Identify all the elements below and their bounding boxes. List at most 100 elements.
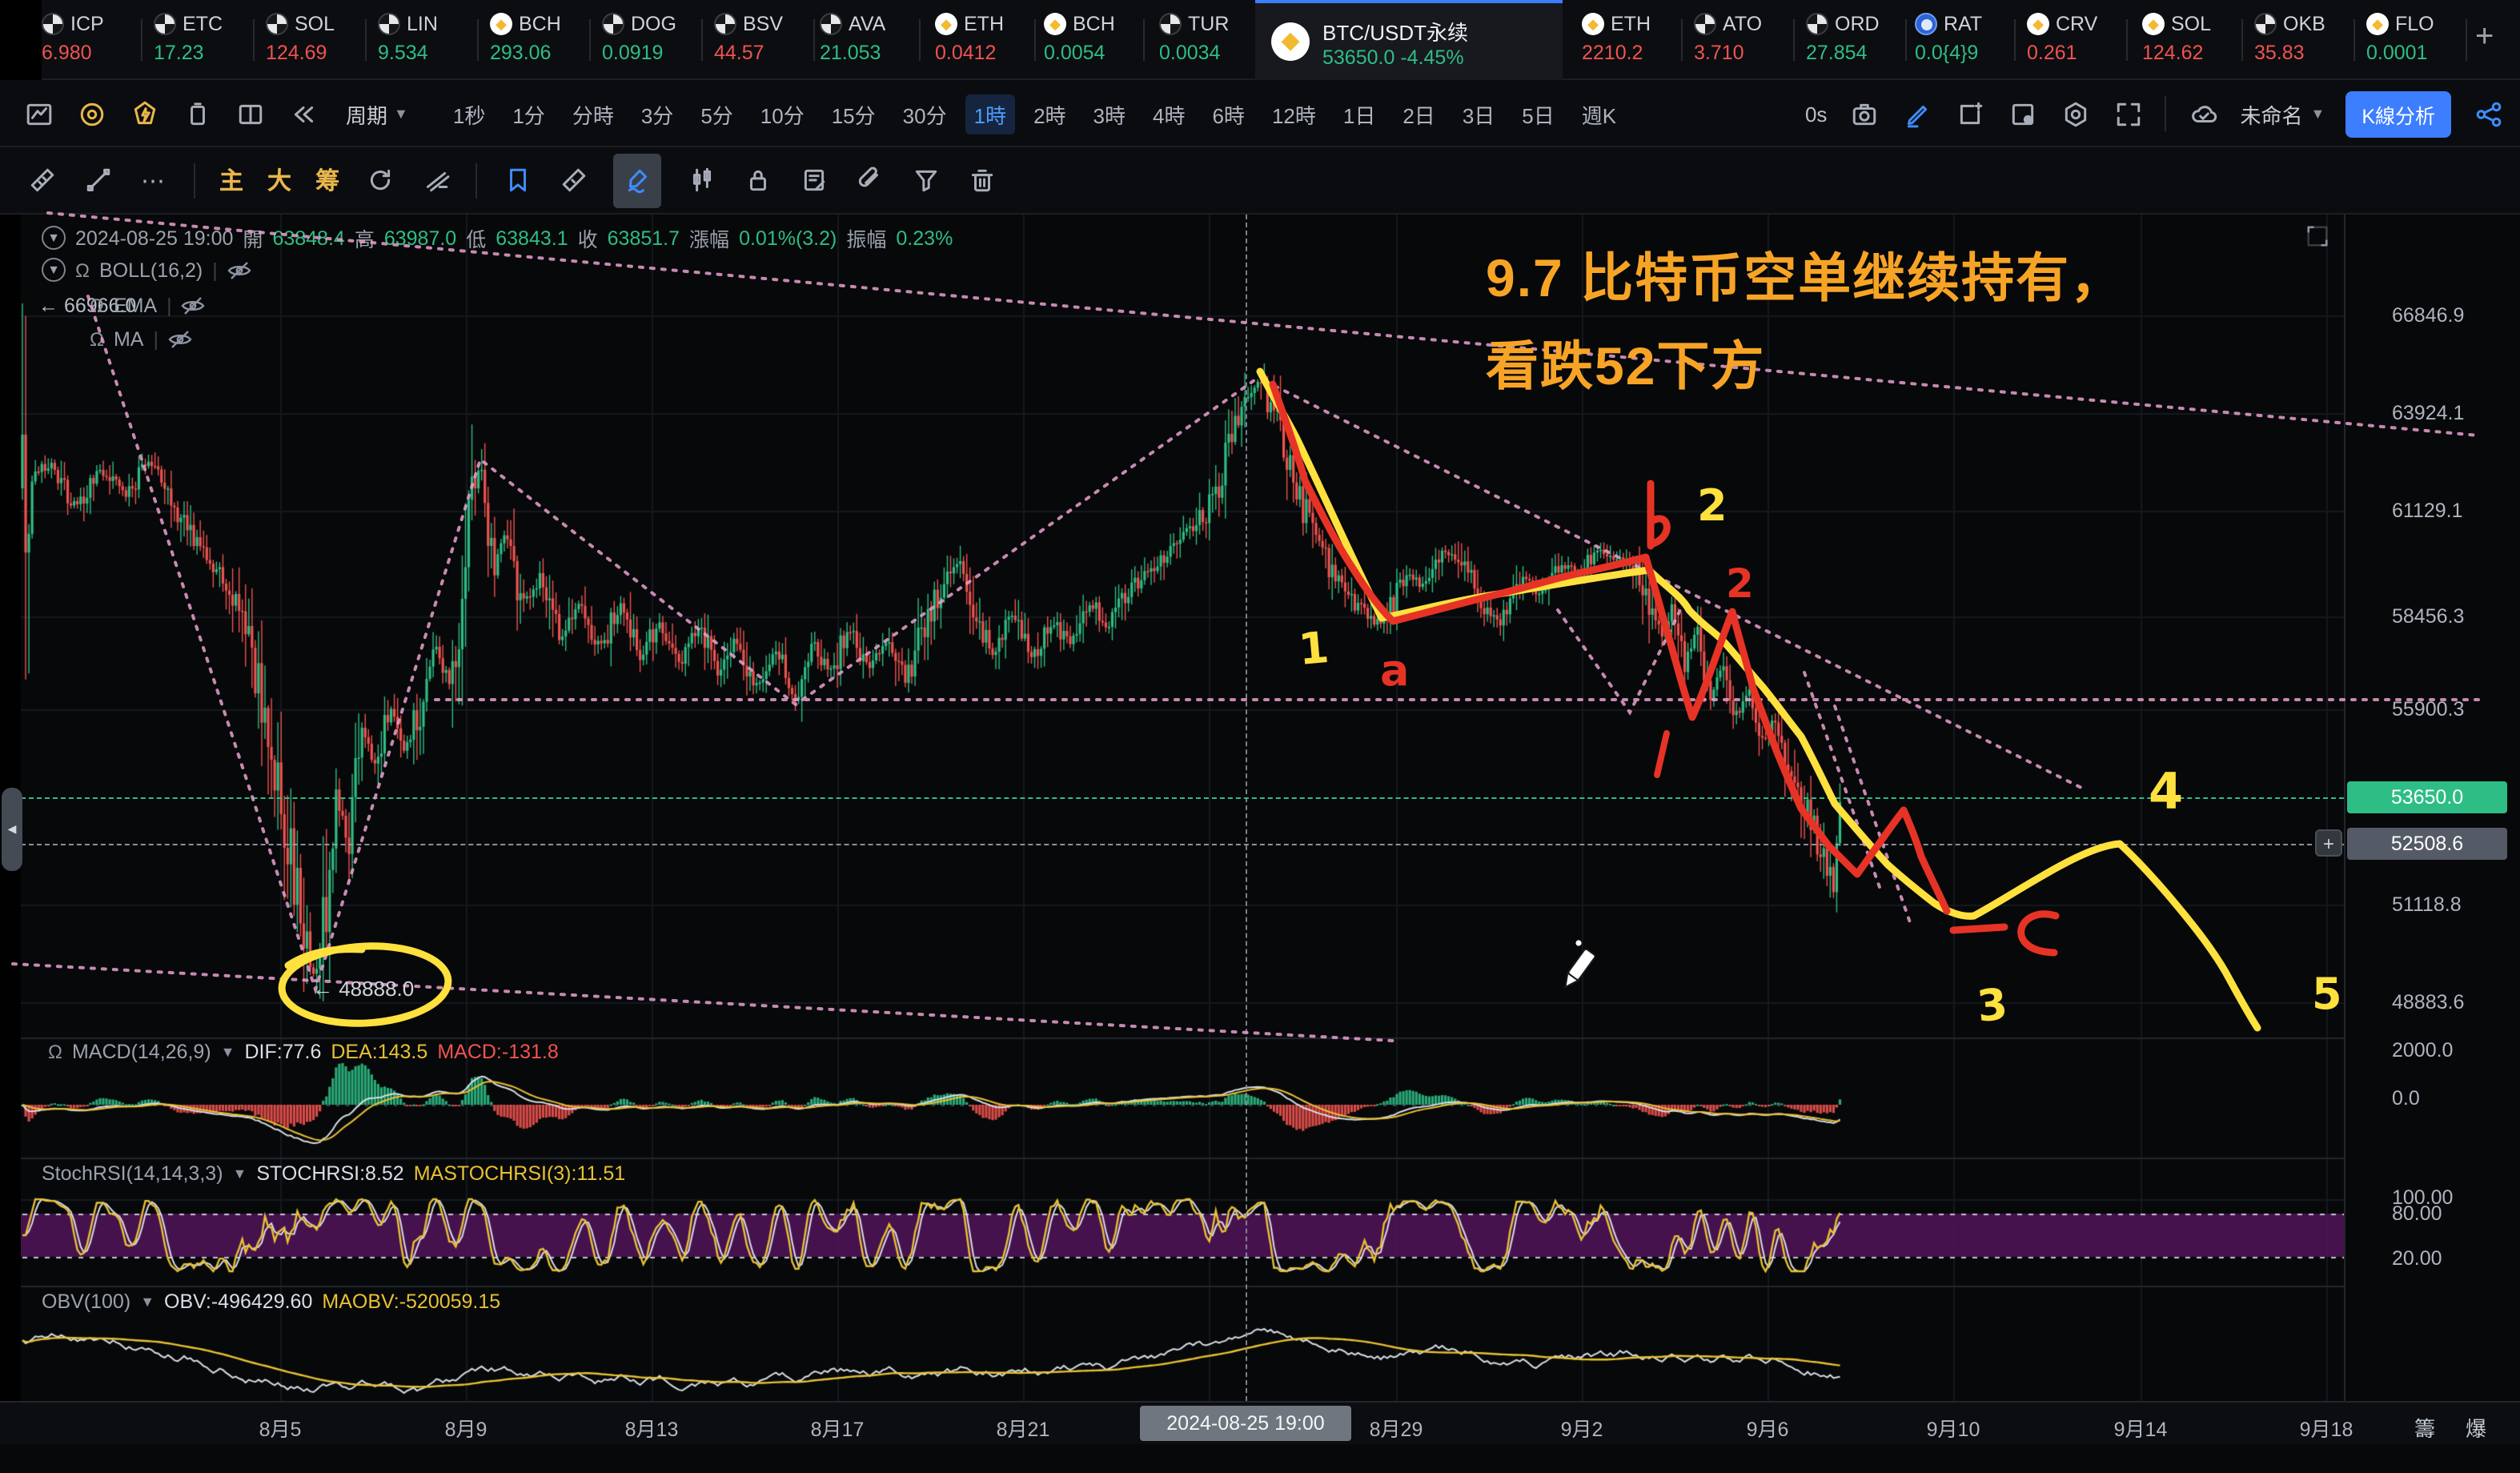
candle-pattern-icon[interactable] (685, 164, 717, 196)
large-glyph-button[interactable]: 大 (267, 168, 292, 195)
ticker-item-icp[interactable]: ICP 6.980 (42, 10, 147, 64)
share-icon[interactable] (2472, 98, 2504, 130)
trash-icon[interactable] (965, 164, 997, 196)
chart-style-icon[interactable] (22, 98, 54, 130)
ticker-item-sol[interactable]: SOL 124.62 (2142, 10, 2248, 64)
more-tools-icon[interactable]: ⋯ (141, 167, 167, 195)
ticker-item-dog[interactable]: DOG 0.0919 (602, 10, 708, 64)
timeframe-5分[interactable]: 5分 (700, 103, 733, 127)
alert-bell-icon[interactable]: Ω (90, 295, 104, 317)
chips-corner-button[interactable]: 籌 (2414, 1417, 2436, 1441)
timeframe-6時[interactable]: 6時 (1212, 103, 1245, 127)
timeframe-1日[interactable]: 1日 (1342, 103, 1376, 127)
collapse-chevron-icon[interactable]: ▼ (42, 226, 66, 250)
sidebar-collapse-handle[interactable]: ◀ (2, 788, 22, 871)
ticker-item-rat[interactable]: RAT 0.0{4}9 (1915, 10, 2020, 64)
timeframe-12時[interactable]: 12時 (1271, 103, 1316, 127)
last-price-line (21, 797, 2344, 799)
liquidation-corner-button[interactable]: 爆 (2466, 1417, 2487, 1441)
kline-analysis-button[interactable]: K線分析 (2345, 90, 2451, 137)
fullscreen-icon[interactable] (2112, 98, 2144, 130)
ticker-item-bch[interactable]: BCH 0.0054 (1044, 10, 1150, 64)
add-pane-icon[interactable] (1953, 98, 1985, 130)
bookmark-icon[interactable] (501, 164, 533, 196)
timeframe-1分[interactable]: 1分 (512, 103, 545, 127)
timeframe-2時[interactable]: 2時 (1033, 103, 1066, 127)
timeframe-4時[interactable]: 4時 (1153, 103, 1186, 127)
ticker-divider (701, 19, 703, 61)
ticker-item-eth[interactable]: ETH 2210.2 (1582, 10, 1687, 64)
remove-lines-icon[interactable] (419, 164, 451, 196)
chips-glyph-button[interactable]: 筹 (315, 168, 340, 195)
legend-pipe: | (167, 295, 172, 317)
ticker-item-bsv[interactable]: BSV 44.57 (714, 10, 820, 64)
cloud-save-icon[interactable] (2187, 98, 2219, 130)
lightning-icon[interactable] (128, 98, 160, 130)
timeframe-分時[interactable]: 分時 (572, 103, 614, 127)
ticker-item-bch[interactable]: BCH 293.06 (490, 10, 596, 64)
collapse-chevron-icon[interactable]: ▼ (42, 258, 66, 282)
refresh-compare-icon[interactable] (363, 164, 395, 196)
crosshair-plus-handle[interactable]: + (2315, 829, 2342, 857)
rewind-icon[interactable] (287, 98, 319, 130)
camera-snapshot-icon[interactable] (1848, 98, 1880, 130)
timeframe-30分[interactable]: 30分 (902, 103, 947, 127)
brush-draw-tool-selected[interactable] (613, 153, 662, 207)
ticker-item-ord[interactable]: ORD 27.854 (1806, 10, 1912, 64)
chevron-down-icon[interactable]: ▼ (220, 1044, 235, 1060)
eye-off-icon[interactable] (168, 330, 192, 349)
timeframe-15分[interactable]: 15分 (831, 103, 876, 127)
timeframe-3分[interactable]: 3分 (640, 103, 674, 127)
ticker-item-lin[interactable]: LIN 9.534 (378, 10, 484, 64)
maximize-chart-icon[interactable] (2305, 224, 2329, 256)
trendline-tool-icon[interactable] (82, 164, 114, 196)
ticker-item-flo[interactable]: FLO 0.0001 (2366, 10, 2472, 64)
edit-note-icon[interactable] (797, 164, 829, 196)
ticker-item-tur[interactable]: TUR 0.0034 (1159, 10, 1265, 64)
timeframe-5日[interactable]: 5日 (1522, 103, 1555, 127)
ticker-item-crv[interactable]: CRV 0.261 (2027, 10, 2133, 64)
ruler-icon[interactable] (557, 164, 589, 196)
ticker-item-ava[interactable]: AVA 21.053 (820, 10, 925, 64)
timeframe-1時[interactable]: 1時 (965, 94, 1015, 134)
ticker-divider (365, 19, 367, 61)
ticker-item-ato[interactable]: ATO 3.710 (1694, 10, 1800, 64)
main-chart-glyph-button[interactable]: 主 (219, 168, 244, 195)
filter-funnel-icon[interactable] (909, 164, 941, 196)
coin-indicator-icon[interactable] (75, 98, 107, 130)
battery-panel-icon[interactable] (181, 98, 213, 130)
layout-name-dropdown[interactable]: 未命名 ▼ (2240, 98, 2325, 129)
alert-bell-icon[interactable]: Ω (90, 328, 104, 351)
paperclip-icon[interactable] (853, 164, 885, 196)
open-value: 63848.4 (272, 227, 345, 249)
popup-window-icon[interactable] (2006, 98, 2038, 130)
ticker-item-sol[interactable]: SOL 124.69 (266, 10, 371, 64)
chevron-down-icon[interactable]: ▼ (140, 1294, 155, 1310)
period-dropdown[interactable]: 周期 ▼ (346, 98, 408, 129)
layout-split-icon[interactable] (234, 98, 266, 130)
timeframe-週K[interactable]: 週K (1581, 103, 1617, 127)
ticker-item-etc[interactable]: ETC 17.23 (154, 10, 259, 64)
timeframe-2日[interactable]: 2日 (1402, 103, 1435, 127)
timeframe-1秒[interactable]: 1秒 (452, 103, 486, 127)
measure-ruler-icon[interactable] (26, 164, 58, 196)
ticker-tab-btc-usdt-active[interactable]: BTC/USDT永续 53650.0 -4.45% (1255, 0, 1563, 80)
timeframe-3時[interactable]: 3時 (1093, 103, 1126, 127)
edit-pencil-icon[interactable] (1900, 98, 1932, 130)
alert-bell-icon[interactable]: Ω (75, 259, 90, 281)
chart-canvas-area[interactable] (0, 215, 2520, 1444)
ticker-item-okb[interactable]: OKB 35.83 (2254, 10, 2360, 64)
ticker-item-eth[interactable]: ETH 0.0412 (935, 10, 1041, 64)
replay-speed-button[interactable]: 0s (1804, 102, 1828, 126)
add-symbol-button[interactable]: + (2475, 19, 2494, 54)
eye-off-icon[interactable] (227, 260, 251, 279)
lock-drawings-icon[interactable] (741, 164, 773, 196)
timeframe-10分[interactable]: 10分 (760, 103, 805, 127)
time-axis-label: 9月18 (2299, 1419, 2353, 1441)
chevron-down-icon[interactable]: ▼ (232, 1166, 247, 1182)
token-icon (154, 13, 176, 35)
settings-gear-icon[interactable] (2059, 98, 2091, 130)
eye-off-icon[interactable] (182, 296, 206, 315)
alert-bell-icon[interactable]: Ω (48, 1041, 62, 1063)
timeframe-3日[interactable]: 3日 (1462, 103, 1495, 127)
